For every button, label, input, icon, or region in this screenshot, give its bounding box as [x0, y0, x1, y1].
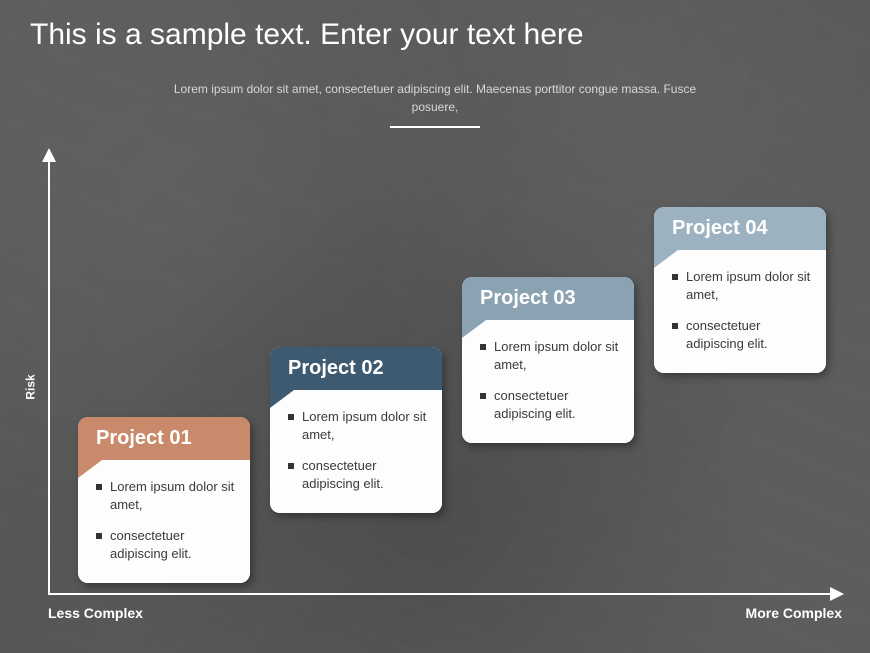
slide-background: This is a sample text. Enter your text h…: [0, 0, 870, 653]
slide-subtitle: Lorem ipsum dolor sit amet, consectetuer…: [155, 80, 715, 116]
project-card-header: Project 03: [462, 277, 634, 320]
project-card-bullet: consectetuer adipiscing elit.: [96, 527, 236, 563]
x-axis-line: [48, 593, 842, 595]
project-card-title: Project 03: [480, 287, 576, 309]
project-card-header: Project 01: [78, 417, 250, 460]
project-card-bullet: Lorem ipsum dolor sit amet,: [672, 268, 812, 304]
x-axis-label-left: Less Complex: [48, 605, 143, 621]
project-card-bullet: Lorem ipsum dolor sit amet,: [288, 408, 428, 444]
project-card-bullet-list: Lorem ipsum dolor sit amet, consectetuer …: [672, 268, 812, 353]
project-card-2: Project 02 Lorem ipsum dolor sit amet, con…: [270, 347, 442, 513]
project-card-header: Project 02: [270, 347, 442, 390]
project-card-title: Project 01: [96, 427, 192, 449]
project-card-bullet: Lorem ipsum dolor sit amet,: [480, 338, 620, 374]
project-card-title: Project 04: [672, 217, 768, 239]
project-card-bullet: Lorem ipsum dolor sit amet,: [96, 478, 236, 514]
y-axis-line: [48, 150, 50, 595]
project-card-body: Lorem ipsum dolor sit amet, consectetuer …: [654, 250, 826, 373]
project-card-bullet-list: Lorem ipsum dolor sit amet, consectetuer …: [480, 338, 620, 423]
project-card-body: Lorem ipsum dolor sit amet, consectetuer …: [462, 320, 634, 443]
project-card-body: Lorem ipsum dolor sit amet, consectetuer …: [270, 390, 442, 513]
project-card-1: Project 01 Lorem ipsum dolor sit amet, con…: [78, 417, 250, 583]
slide-title: This is a sample text. Enter your text h…: [30, 18, 840, 52]
project-card-title: Project 02: [288, 357, 384, 379]
y-axis-arrow-icon: [42, 148, 56, 162]
project-card-3: Project 03 Lorem ipsum dolor sit amet, con…: [462, 277, 634, 443]
x-axis-arrow-icon: [830, 587, 844, 601]
project-card-body: Lorem ipsum dolor sit amet, consectetuer …: [78, 460, 250, 583]
subtitle-underline: [390, 126, 480, 128]
x-axis-label-right: More Complex: [746, 605, 842, 621]
subtitle-container: Lorem ipsum dolor sit amet, consectetuer…: [0, 80, 870, 128]
project-card-4: Project 04 Lorem ipsum dolor sit amet, con…: [654, 207, 826, 373]
y-axis-label: Risk: [24, 374, 38, 399]
project-card-bullet-list: Lorem ipsum dolor sit amet, consectetuer …: [96, 478, 236, 563]
project-card-bullet: consectetuer adipiscing elit.: [672, 317, 812, 353]
project-card-bullet: consectetuer adipiscing elit.: [480, 387, 620, 423]
project-card-header: Project 04: [654, 207, 826, 250]
project-card-bullet-list: Lorem ipsum dolor sit amet, consectetuer …: [288, 408, 428, 493]
chart-area: Risk Less Complex More Complex Project 0…: [48, 150, 842, 623]
project-card-bullet: consectetuer adipiscing elit.: [288, 457, 428, 493]
